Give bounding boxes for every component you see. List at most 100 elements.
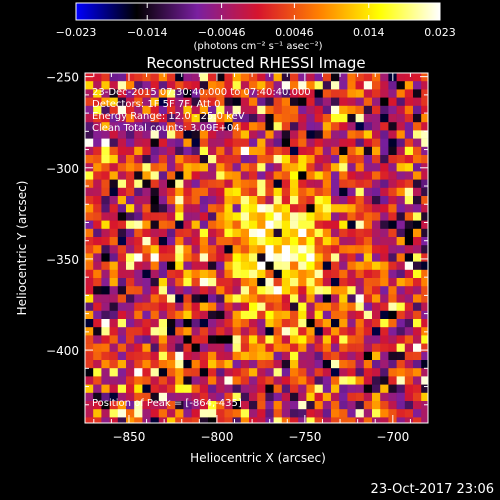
heatmap-cell [314,327,324,336]
heatmap-cell [142,122,151,131]
heatmap-cell [281,319,291,328]
heatmap-cell [355,212,365,221]
heatmap-cell [183,278,192,287]
heatmap-cell [396,278,406,287]
heatmap-cell [306,105,315,115]
heatmap-cell [314,155,324,164]
heatmap-cell [109,261,119,271]
heatmap-cell [331,179,340,189]
heatmap-cell [322,204,332,213]
heatmap-cell [142,138,151,148]
heatmap-cell [134,97,143,107]
heatmap-cell [322,351,332,361]
heatmap-cell [101,392,110,402]
heatmap-cell [134,146,143,156]
heatmap-cell [175,163,184,172]
heatmap-cell [199,392,209,402]
heatmap-cell [380,73,389,82]
heatmap-cell [404,302,414,312]
heatmap-cell [355,122,365,131]
heatmap-cell [224,392,233,402]
heatmap-cell [199,122,209,131]
heatmap-cell [298,294,307,303]
heatmap-cell [216,351,225,361]
heatmap-cell [134,204,143,213]
heatmap-cell [167,187,176,197]
heatmap-cell [142,212,151,221]
heatmap-cell [150,89,160,98]
heatmap-cell [93,286,102,295]
heatmap-cell [150,228,160,238]
heatmap-cell [208,319,217,328]
heatmap-cell [117,89,127,98]
heatmap-cell [257,163,266,172]
heatmap-cell [339,130,348,139]
heatmap-cell [224,409,233,418]
heatmap-cell [191,286,201,295]
heatmap-cell [109,237,119,246]
heatmap-cell [314,245,324,254]
heatmap-cell [183,105,192,115]
heatmap-cell [224,228,233,238]
heatmap-cell [339,417,348,423]
heatmap-cell [158,114,168,123]
y-tick-label: −250 [46,71,79,85]
heatmap-cell [396,196,406,205]
heatmap-cell [273,212,283,221]
heatmap-cell [380,114,389,123]
heatmap-cell [306,187,315,197]
heatmap-cell [232,228,242,238]
heatmap-cell [380,384,389,394]
heatmap-cell [273,392,283,402]
heatmap-cell [117,122,127,131]
heatmap-cell [388,163,397,172]
heatmap-cell [117,376,127,385]
heatmap-cell [314,97,324,107]
heatmap-cell [117,155,127,164]
heatmap-cell [101,286,110,295]
heatmap-cell [216,376,225,385]
heatmap-cell [117,351,127,361]
heatmap-cell [134,278,143,287]
heatmap-cell [363,278,373,287]
heatmap-cell [331,269,340,279]
heatmap-cell [290,286,299,295]
heatmap-cell [199,261,209,271]
heatmap-cell [158,146,168,156]
heatmap-cell [404,335,414,344]
heatmap-cell [322,130,332,139]
heatmap-cell [183,376,192,385]
heatmap-cell [216,179,225,189]
heatmap-cell [421,171,428,180]
heatmap-cell [232,122,242,131]
heatmap-cell [109,302,119,312]
heatmap-cell [232,302,242,312]
heatmap-cell [249,171,258,180]
heatmap-cell [281,294,291,303]
heatmap-cell [150,146,160,156]
heatmap-cell [404,417,414,423]
heatmap-cell [150,409,160,418]
heatmap-cell [306,138,315,148]
heatmap-cell [85,335,94,344]
heatmap-cell [298,73,307,82]
heatmap-cell [167,351,176,361]
heatmap-cell [158,163,168,172]
heatmap-cell [175,212,184,221]
heatmap-cell [322,97,332,107]
heatmap-cell [372,417,381,423]
heatmap-cell [413,360,422,369]
heatmap-cell [240,392,250,402]
heatmap-cell [85,179,94,189]
heatmap-cell [421,409,428,418]
heatmap-cell [339,294,348,303]
heatmap-cell [339,253,348,262]
heatmap-cell [101,155,110,164]
heatmap-cell [224,138,233,148]
heatmap-cell [93,269,102,279]
heatmap-cell [257,220,266,230]
heatmap-cell [380,204,389,213]
heatmap-cell [404,294,414,303]
heatmap-cell [126,73,135,82]
heatmap-cell [396,89,406,98]
